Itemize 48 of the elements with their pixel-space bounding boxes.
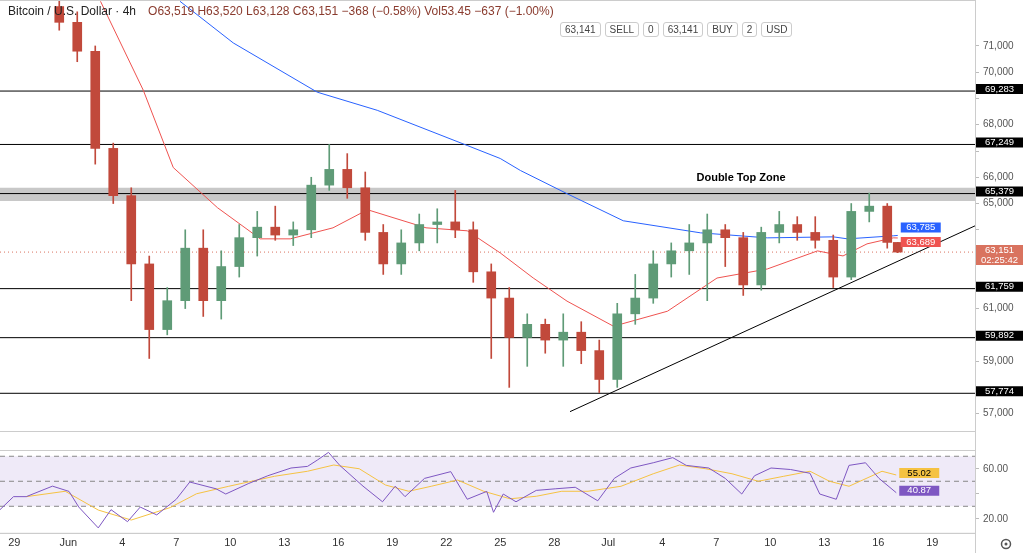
- x-tick-label: 10: [764, 536, 777, 549]
- x-tick-label: 28: [548, 536, 561, 549]
- ref-line-label: 61,759: [984, 280, 1015, 292]
- x-tick-label: 25: [494, 536, 507, 549]
- x-tick-label: Jul: [601, 536, 616, 549]
- y-tick-label: 60.00: [983, 462, 1009, 474]
- ref-line-label: 59,892: [984, 329, 1015, 341]
- y-tick-label: 57,000: [983, 407, 1015, 419]
- y-tick-label: 61,000: [983, 302, 1015, 314]
- x-tick-label: 29: [8, 536, 21, 549]
- y-tick-label: 20.00: [983, 512, 1009, 524]
- y-tick-label: 66,000: [983, 171, 1015, 183]
- x-tick-label: 4: [119, 536, 126, 549]
- ref-line-label: 57,774: [984, 384, 1015, 396]
- band-label: Double Top Zone: [696, 171, 786, 184]
- annotation: 55.02: [907, 466, 932, 478]
- annotation: 63,689: [906, 235, 936, 247]
- ref-line-label: 69,283: [984, 82, 1015, 94]
- annotation: USD: [761, 22, 793, 37]
- annotation: 63,785: [906, 221, 936, 233]
- x-tick-label: 13: [278, 536, 291, 549]
- ref-line-label: 63,151 02:25:42: [981, 243, 1018, 265]
- ref-line-label: 67,249: [984, 136, 1015, 148]
- x-tick-label: 10: [224, 536, 237, 549]
- annotation: 0: [643, 22, 659, 37]
- x-tick-label: 4: [659, 536, 666, 549]
- annotation: SELL: [604, 22, 640, 37]
- x-tick-label: 13: [818, 536, 831, 549]
- x-tick-label: 7: [713, 536, 720, 549]
- annotation: 63,141: [560, 22, 601, 37]
- y-tick-label: 65,000: [983, 197, 1015, 209]
- x-tick-label: 7: [173, 536, 180, 549]
- x-tick-label: 16: [332, 536, 345, 549]
- ref-line-label: 65,379: [984, 185, 1015, 197]
- y-tick-label: 68,000: [983, 118, 1015, 130]
- y-tick-label: 71,000: [983, 39, 1015, 51]
- y-tick-label: 70,000: [983, 65, 1015, 77]
- x-tick-label: 16: [872, 536, 885, 549]
- annotation: 63,141: [662, 22, 704, 37]
- chart-subtitle: O63,519 H63,520 L63,128 C63,151 −368 (−0.58%) Vol53.45 −637 (−1.00%): [148, 4, 554, 18]
- y-tick-label: 59,000: [983, 354, 1015, 366]
- x-tick-label: 22: [440, 536, 453, 549]
- annotation: 40.87: [907, 484, 932, 496]
- x-tick-label: 19: [926, 536, 939, 549]
- x-tick-label: 19: [386, 536, 399, 549]
- annotation: BUY: [707, 22, 738, 37]
- annotation: 2: [741, 22, 758, 37]
- x-tick-label: Jun: [59, 536, 78, 549]
